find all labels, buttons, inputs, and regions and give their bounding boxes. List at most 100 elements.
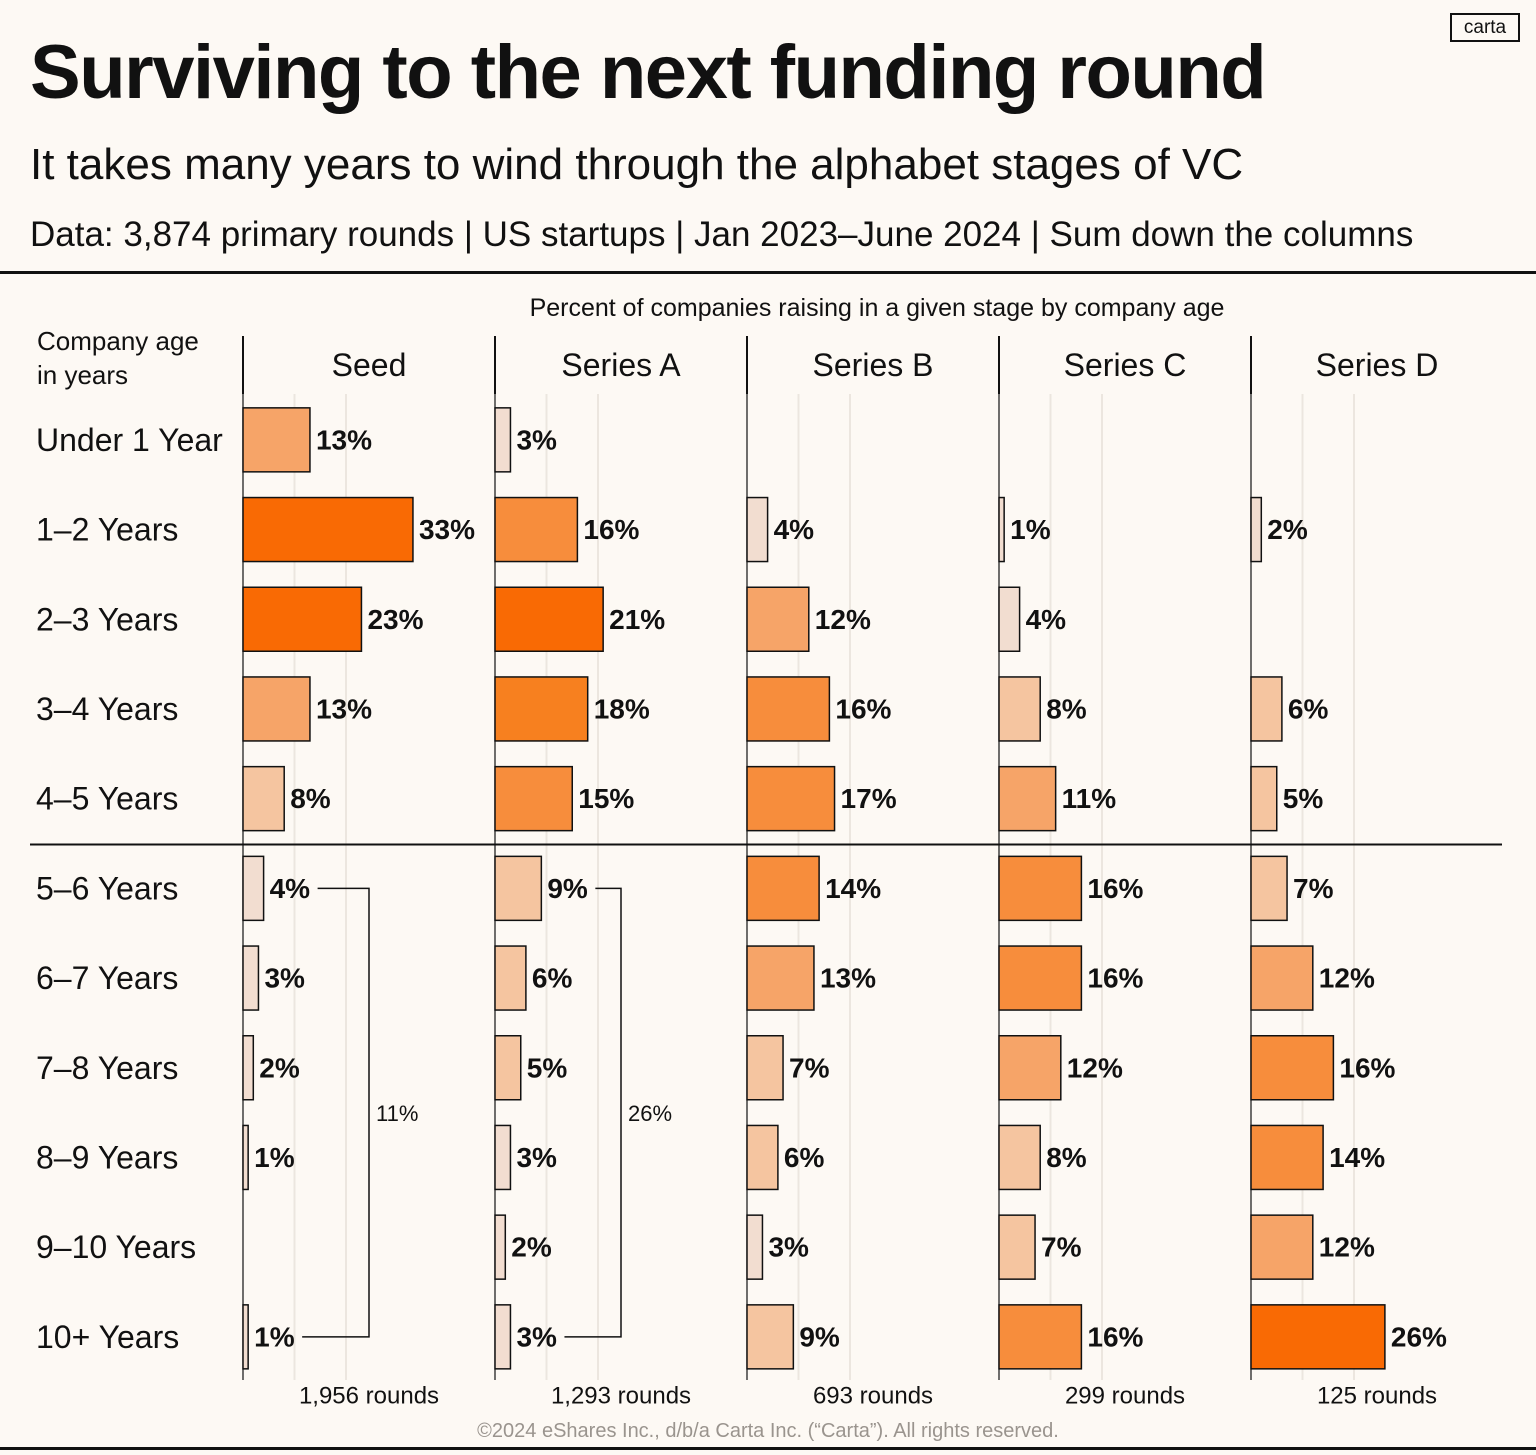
bar	[1250, 1214, 1314, 1280]
bar-value-label: 6%	[1288, 693, 1329, 724]
bar	[746, 1035, 784, 1101]
row-label: 7–8 Years	[36, 1050, 178, 1086]
bar-value-label: 7%	[789, 1052, 830, 1083]
bar-value-label: 16%	[835, 693, 891, 724]
bracket-line	[302, 887, 370, 1338]
bar-value-label: 12%	[1319, 1232, 1375, 1263]
bar-value-label: 16%	[1087, 963, 1143, 994]
bar-value-label: 26%	[1391, 1321, 1447, 1352]
bar	[746, 1304, 795, 1370]
bar	[746, 765, 836, 832]
bar-value-label: 9%	[799, 1321, 840, 1352]
bar-value-label: 4%	[270, 873, 311, 904]
bar	[746, 855, 820, 922]
rounds-count: 1,956 rounds	[299, 1383, 439, 1410]
row-label: 10+ Years	[36, 1319, 179, 1355]
bar-value-label: 4%	[774, 514, 815, 545]
bar	[494, 496, 579, 563]
bar	[242, 765, 285, 832]
bar	[998, 1124, 1041, 1191]
row-label: 2–3 Years	[36, 601, 178, 637]
row-label: 8–9 Years	[36, 1139, 178, 1175]
row-label: 3–4 Years	[36, 691, 178, 727]
bar-value-label: 17%	[841, 783, 897, 814]
bar-value-label: 14%	[825, 873, 881, 904]
footer-rule	[0, 1447, 1536, 1450]
row-label: 4–5 Years	[36, 781, 178, 817]
bar-value-label: 23%	[367, 604, 423, 635]
bar-value-label: 16%	[1087, 1321, 1143, 1352]
bar	[1250, 1035, 1335, 1101]
bar	[494, 407, 512, 473]
bar	[746, 496, 769, 563]
bar	[1250, 496, 1263, 563]
bar-value-label: 21%	[609, 604, 665, 635]
bar	[746, 945, 815, 1011]
bar	[242, 586, 363, 652]
bar	[746, 676, 831, 742]
carta-logo: carta	[1450, 13, 1520, 42]
bar	[998, 765, 1057, 832]
bar	[494, 1035, 522, 1101]
bar-value-label: 3%	[264, 963, 305, 994]
rounds-count: 125 rounds	[1317, 1383, 1437, 1410]
bar-value-label: 13%	[316, 424, 372, 455]
bar	[1250, 1124, 1324, 1191]
bar	[242, 1035, 255, 1101]
row-label: 1–2 Years	[36, 512, 178, 548]
bar	[242, 855, 265, 922]
bar	[998, 1304, 1083, 1370]
bar	[242, 407, 311, 473]
bar	[494, 676, 589, 742]
bar-value-label: 3%	[516, 1142, 557, 1173]
bar	[494, 1124, 512, 1191]
bar-value-label: 13%	[316, 693, 372, 724]
bar-value-label: 5%	[527, 1052, 568, 1083]
row-label: 9–10 Years	[36, 1229, 196, 1265]
bar	[494, 1214, 507, 1280]
bar	[242, 1124, 249, 1191]
bar	[1250, 1304, 1386, 1370]
chart-top-label: Percent of companies raising in a given …	[529, 294, 1225, 322]
bar-value-label: 12%	[1319, 963, 1375, 994]
chart-subtitle: It takes many years to wind through the …	[30, 140, 1244, 189]
bar-value-label: 14%	[1329, 1142, 1385, 1173]
header-rule	[0, 271, 1536, 274]
bar	[242, 676, 311, 742]
bar	[998, 496, 1005, 563]
bar	[746, 1214, 764, 1280]
age-axis-header: Company age in years	[37, 326, 199, 390]
bar	[746, 586, 810, 652]
bar	[494, 855, 543, 922]
bar	[998, 586, 1021, 652]
bar-value-label: 6%	[784, 1142, 825, 1173]
bar-value-label: 3%	[516, 424, 557, 455]
bar-value-label: 16%	[1087, 873, 1143, 904]
bar	[998, 945, 1083, 1011]
stage-header: Series B	[813, 347, 934, 383]
bar-value-label: 5%	[1283, 783, 1324, 814]
bar-value-label: 15%	[578, 783, 634, 814]
bar	[494, 586, 604, 652]
rounds-count: 1,293 rounds	[551, 1383, 691, 1410]
bar	[998, 1035, 1062, 1101]
bar-value-label: 12%	[815, 604, 871, 635]
bar-value-label: 2%	[259, 1052, 300, 1083]
bar	[1250, 765, 1278, 832]
bar	[1250, 855, 1288, 922]
bar-value-label: 1%	[1010, 514, 1051, 545]
chart-title: Surviving to the next funding round	[30, 30, 1267, 115]
bar-value-label: 13%	[820, 963, 876, 994]
bar-value-label: 18%	[594, 693, 650, 724]
stage-header: Seed	[332, 347, 407, 383]
bar	[242, 496, 414, 563]
bar-value-label: 1%	[254, 1142, 295, 1173]
bar	[1250, 676, 1283, 742]
bar-value-label: 16%	[583, 514, 639, 545]
row-label: Under 1 Year	[36, 422, 223, 458]
bar-value-label: 16%	[1339, 1052, 1395, 1083]
bar-value-label: 8%	[290, 783, 331, 814]
bar	[998, 1214, 1036, 1280]
bar-value-label: 8%	[1046, 1142, 1087, 1173]
